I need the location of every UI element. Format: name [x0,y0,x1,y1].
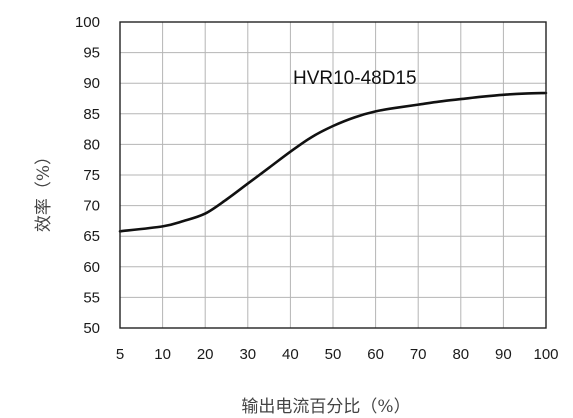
y-tick-label: 70 [83,198,100,215]
y-tick-label: 80 [83,136,100,153]
x-tick-label: 80 [452,346,469,363]
x-axis-title: 输出电流百分比（%） [241,397,410,417]
x-tick-label: 100 [533,346,558,363]
y-tick-label: 85 [83,106,100,123]
y-tick-label: 55 [83,289,100,306]
chart-annotation: HVR10-48D15 [293,68,417,89]
y-tick-label: 50 [83,320,100,337]
plot-frame [119,21,547,329]
x-tick-label: 10 [154,346,171,363]
x-tick-label: 50 [325,346,342,363]
x-tick-label: 90 [495,346,512,363]
x-tick-label: 70 [410,346,427,363]
x-tick-label: 60 [367,346,384,363]
y-tick-label: 65 [83,228,100,245]
series-layer [118,91,548,233]
y-tick-label: 100 [75,14,100,31]
y-tick-label: 75 [83,167,100,184]
y-tick-labels: 50 55 60 65 70 75 80 85 90 95 100 [75,14,100,337]
x-tick-labels: 5 10 20 30 40 50 60 70 80 90 100 [116,346,559,363]
y-tick-label: 60 [83,259,100,276]
y-gridlines [120,52,546,298]
y-tick-label: 90 [83,75,100,92]
x-tick-label: 5 [116,346,124,363]
efficiency-series-line [118,91,548,233]
x-tick-label: 20 [197,346,214,363]
y-tick-label: 95 [83,45,100,62]
y-axis-title: 效率（%） [34,148,54,232]
x-tick-label: 30 [239,346,256,363]
x-tick-label: 40 [282,346,299,363]
